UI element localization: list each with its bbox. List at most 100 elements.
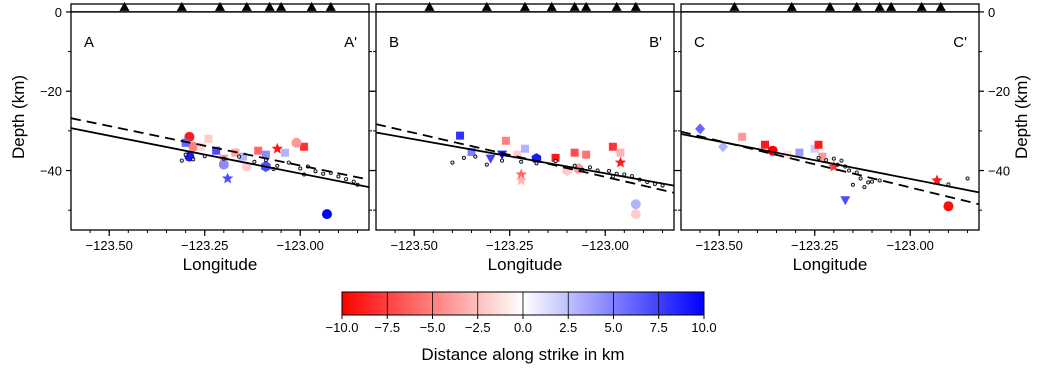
- panel-c-station-marker: [874, 1, 885, 11]
- panel-b-station-marker: [481, 1, 492, 11]
- panel-b-station-marker: [630, 1, 641, 11]
- panel-b-data: −123.50 −123.25 −123.00: [371, 1, 679, 253]
- panel-a-small-event: [351, 179, 356, 184]
- panel-a-event-square: [300, 142, 309, 151]
- panel-a-corner-left: A: [84, 34, 94, 51]
- panel-a-ylabel: Depth (km): [9, 75, 28, 159]
- panel-c-small-event: [858, 176, 863, 181]
- panel-c-ylabel: Depth (km): [1012, 75, 1031, 159]
- colorbar-tick-label: −10.0: [326, 320, 359, 335]
- panel-a-corner-right: A': [344, 34, 357, 51]
- panel-a-event-circle: [321, 209, 332, 220]
- panel-b-xlabel: Longitude: [488, 255, 563, 274]
- panel-a-small-event: [336, 174, 341, 179]
- panel-a-small-event: [286, 160, 291, 165]
- panel-a-small-event: [252, 159, 257, 164]
- panel-a-ytick-label: 0: [55, 5, 62, 20]
- panel-a-data: −123.50 −123.25 −123.00 0 −20 −40: [40, 1, 374, 253]
- panel-b-event-star: [614, 156, 627, 168]
- panel-a-small-event: [183, 152, 188, 157]
- panel-b-station-marker: [581, 1, 592, 11]
- panel-c-xtick-label: −123.50: [696, 238, 743, 253]
- colorbar-label: Distance along strike in km: [421, 345, 624, 364]
- colorbar: −10.0 −7.5 −5.0 −2.5 0.0 2.5 5.0 7.5 10.0 Distan…: [326, 291, 717, 364]
- panel-c-event-square: [814, 140, 823, 149]
- panel-b-corner-right: B': [649, 34, 662, 51]
- colorbar-tick-label: 2.5: [559, 320, 577, 335]
- panel-b-event-star: [515, 168, 527, 180]
- panel-b-station-marker: [546, 1, 557, 11]
- panel-c: −123.50 −123.25 −123.00 0 −20 −40 C C' Longit…: [676, 1, 1031, 274]
- panel-b-small-event: [461, 155, 466, 160]
- panel-a-event-square: [254, 146, 263, 155]
- panel-b-station-marker: [424, 1, 435, 11]
- panel-c-event-triangle-down: [840, 196, 851, 206]
- panel-b-event-circle: [630, 209, 641, 220]
- colorbar-tick-label: 0.0: [514, 320, 532, 335]
- panel-a-xtick-label: −123.00: [277, 238, 324, 253]
- panel-b-event-square: [551, 153, 560, 162]
- panel-c-frame: [680, 3, 980, 231]
- panel-b-event-square: [456, 131, 465, 140]
- panel-b-small-event: [500, 158, 505, 163]
- panel-c-event-square: [761, 140, 770, 149]
- panel-b-small-event: [473, 154, 478, 159]
- panel-a-event-circle: [218, 159, 229, 170]
- colorbar-tick-label: −7.5: [374, 320, 400, 335]
- panel-c-station-marker: [786, 1, 797, 11]
- colorbar-tick-label: 10.0: [691, 320, 716, 335]
- panel-a-xlabel: Longitude: [183, 255, 258, 274]
- panel-b-event-square: [501, 136, 510, 145]
- panel-a-small-event: [179, 158, 184, 163]
- panel-b-event-circle: [630, 199, 641, 210]
- panel-b-event-square: [570, 148, 579, 157]
- panel-a-slab-solid-line: [70, 127, 370, 189]
- panel-b-small-event: [607, 168, 612, 173]
- panel-b-xtick-label: −123.00: [582, 238, 629, 253]
- panel-c-station-marker: [851, 1, 862, 11]
- panel-c-station-marker: [886, 1, 897, 11]
- panel-b-corner-left: B: [389, 34, 399, 51]
- panel-a-station-marker: [215, 1, 225, 11]
- panel-c-event-star: [828, 160, 840, 172]
- colorbar-tick-label: 7.5: [650, 320, 668, 335]
- panel-c-small-event: [850, 182, 855, 187]
- panel-a-station-marker: [119, 1, 130, 11]
- panel-a-small-event: [191, 157, 196, 162]
- panel-a-event-square: [261, 150, 270, 159]
- panel-c-slab-dashed-line: [680, 130, 980, 206]
- panel-b-small-event: [587, 165, 592, 170]
- panel-c-event-star: [931, 174, 943, 186]
- panel-a-station-marker: [176, 1, 187, 11]
- panel-b-small-event: [534, 161, 539, 166]
- panel-b-small-event: [622, 172, 627, 177]
- panel-a-event-star: [221, 172, 234, 184]
- panel-a-event-square: [196, 142, 205, 151]
- panel-c-xtick-label: −123.00: [887, 238, 934, 253]
- panel-a-station-marker: [325, 1, 336, 11]
- panel-a-small-event: [313, 169, 318, 174]
- colorbar-tick-label: −2.5: [465, 320, 491, 335]
- panel-a-ytick-label: −40: [40, 164, 62, 179]
- panel-b-small-event: [450, 160, 455, 165]
- panel-c-event-square: [818, 152, 827, 161]
- panel-c-event-circle: [943, 201, 954, 212]
- panel-c-corner-left: C: [694, 34, 705, 51]
- panel-a-event-square: [181, 138, 190, 147]
- panel-a-event-star: [271, 142, 283, 154]
- panel-c-xtick-label: −123.25: [791, 238, 838, 253]
- colorbar-tick-label: 5.0: [604, 320, 622, 335]
- colorbar-tick-label: −5.0: [420, 320, 446, 335]
- panel-c-small-event: [847, 168, 852, 173]
- panel-b-xtick-label: −123.50: [391, 238, 438, 253]
- panel-a-event-square: [212, 146, 221, 155]
- panel-a-small-event: [298, 166, 303, 171]
- panel-c-event-diamond: [695, 123, 706, 135]
- panel-a-event-square: [280, 148, 289, 157]
- panel-c-event-square: [738, 132, 747, 141]
- panel-c-event-square: [795, 148, 804, 157]
- panel-b-xtick-label: −123.25: [486, 238, 533, 253]
- panel-c-ytick-label: −20: [988, 84, 1010, 99]
- panel-c-ytick-label: −40: [988, 164, 1010, 179]
